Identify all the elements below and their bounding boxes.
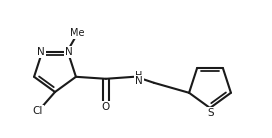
Text: Cl: Cl [33, 106, 43, 116]
Text: N: N [135, 76, 143, 86]
Text: H: H [135, 71, 143, 81]
Text: N: N [37, 47, 45, 57]
Text: S: S [208, 108, 214, 118]
Text: N: N [65, 47, 73, 57]
Text: O: O [102, 102, 110, 112]
Text: Me: Me [70, 28, 84, 38]
